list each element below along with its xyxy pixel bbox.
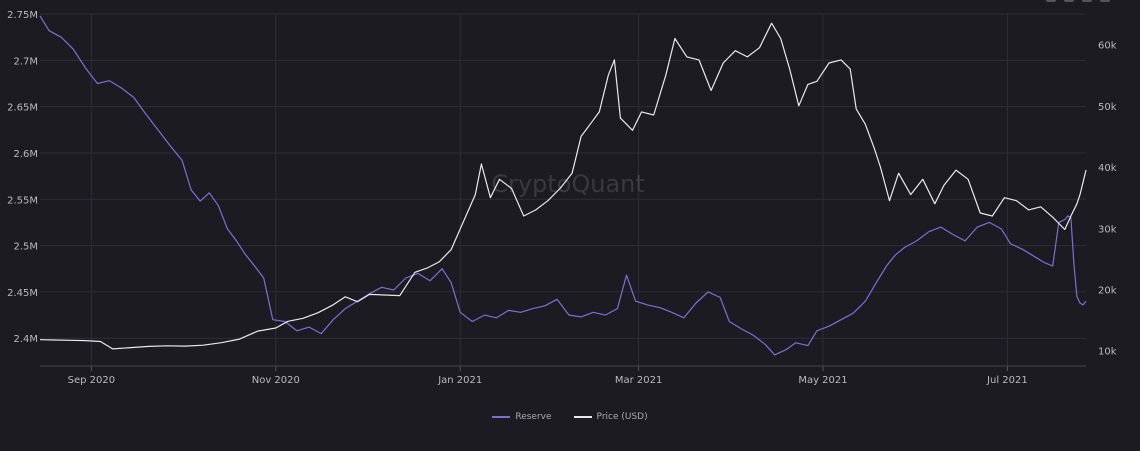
reset-icon[interactable]	[1082, 0, 1092, 2]
y-left-tick-label: 2.75M	[7, 10, 38, 21]
price-series-line[interactable]	[39, 22, 1087, 350]
x-tick-label: Nov 2020	[252, 375, 300, 386]
y-right-tick-label: 40k	[1098, 163, 1117, 174]
x-tick-label: Jan 2021	[437, 375, 482, 386]
y-left-tick-label: 2.65M	[7, 103, 38, 114]
legend: Reserve Price (USD)	[0, 412, 1140, 422]
y-left-tick-label: 2.5M	[13, 242, 38, 253]
y-right-tick-label: 20k	[1098, 285, 1117, 296]
pan-icon[interactable]	[1064, 0, 1074, 2]
legend-swatch-reserve	[492, 416, 511, 418]
x-tick-label: Mar 2021	[615, 375, 663, 386]
y-left-tick-label: 2.6M	[13, 149, 38, 160]
reserve-series-line[interactable]	[39, 15, 1087, 356]
x-axis-ticks: Sep 2020 Nov 2020 Jan 2021 Mar 2021 May 2021…	[40, 365, 1086, 386]
y-right-tick-label: 60k	[1098, 41, 1117, 52]
legend-label-price: Price (USD)	[596, 412, 648, 422]
y-left-tick-label: 2.7M	[13, 56, 38, 67]
watermark-logo: CryptoQuant	[491, 170, 645, 198]
download-icon[interactable]	[1100, 0, 1110, 2]
y-right-tick-label: 30k	[1098, 224, 1117, 235]
legend-item-reserve[interactable]: Reserve	[492, 412, 552, 422]
zoom-icon[interactable]	[1046, 0, 1056, 2]
legend-item-price[interactable]: Price (USD)	[573, 412, 648, 422]
series-lines	[39, 15, 1087, 356]
y-right-tick-label: 50k	[1098, 102, 1117, 113]
y-left-tick-label: 2.55M	[7, 195, 38, 206]
x-tick-label: Sep 2020	[68, 375, 115, 386]
chart-toolbar	[1046, 0, 1110, 2]
y-left-tick-label: 2.45M	[7, 288, 38, 299]
legend-swatch-price	[573, 416, 592, 418]
y-right-tick-label: 10k	[1098, 347, 1117, 358]
legend-label-reserve: Reserve	[515, 412, 552, 422]
y-left-tick-label: 2.4M	[13, 334, 38, 345]
left-axis-ticks: 2.75M 2.7M 2.65M 2.6M 2.55M 2.5M 2.45M 2.4M	[7, 10, 38, 345]
x-tick-label: Jul 2021	[986, 375, 1028, 386]
right-axis-ticks: 60k 50k 40k 30k 20k 10k	[1098, 41, 1117, 358]
x-tick-label: May 2021	[798, 375, 847, 386]
